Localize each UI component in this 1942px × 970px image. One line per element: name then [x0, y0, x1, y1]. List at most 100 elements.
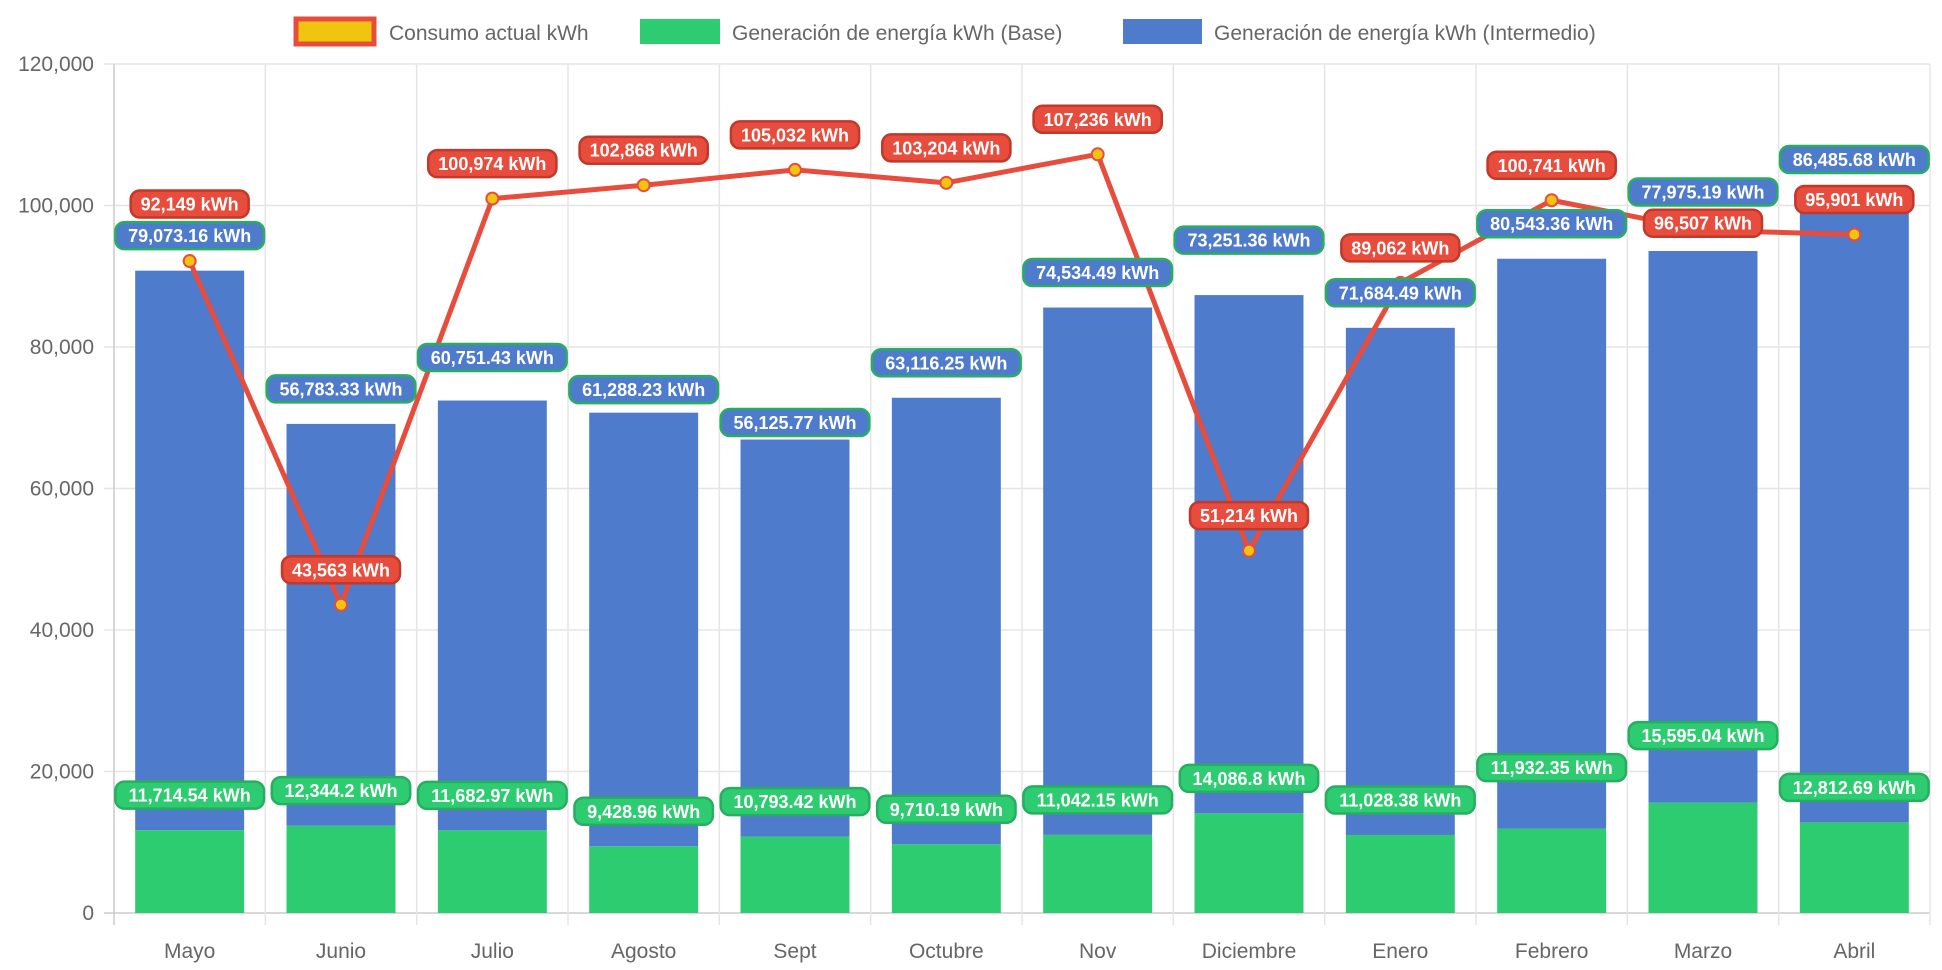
- legend-label-consumo: Consumo actual kWh: [389, 22, 589, 45]
- x-axis: Mayo Junio Julio Agosto Sept Octubre Nov Diciem…: [164, 940, 1875, 963]
- bar-intermedio: [1345, 327, 1455, 835]
- data-label-text: 51,214 kWh: [1200, 506, 1298, 526]
- data-label-box: [1486, 150, 1618, 181]
- data-label-base: 10,793.42 kWh: [719, 786, 871, 817]
- bar-intermedio: [437, 400, 547, 831]
- bar-base: [891, 844, 1001, 913]
- data-label-box: [1476, 208, 1628, 239]
- legend-item-base[interactable]: Generación de energía kWh (Base): [640, 19, 1062, 45]
- data-label-intermedio: 63,116.25 kWh: [870, 348, 1022, 378]
- data-label-text: 71,684.49 kWh: [1339, 283, 1462, 303]
- data-label-box: [1476, 752, 1628, 783]
- data-label-intermedio: 86,485.68 kWh: [1778, 144, 1930, 175]
- data-label-box: [1178, 763, 1320, 794]
- data-label-consumo: 105,032 kWh: [729, 120, 861, 150]
- bar-intermedio: [589, 412, 699, 847]
- line-point: [1544, 193, 1559, 208]
- data-label-box: [426, 148, 558, 179]
- data-label-intermedio: 56,783.33 kWh: [265, 374, 417, 404]
- legend-item-consumo[interactable]: Consumo actual kWh: [293, 16, 589, 47]
- data-label-text: 63,116.25 kWh: [885, 353, 1007, 373]
- data-label-consumo: 95,901 kWh: [1794, 184, 1915, 215]
- data-label-consumo: 92,149 kWh: [129, 189, 250, 219]
- data-label-base: 11,682.97 kWh: [416, 780, 568, 811]
- y-tick-label: 20,000: [30, 761, 94, 784]
- x-tick-label: Enero: [1372, 940, 1428, 963]
- bar-base: [437, 830, 547, 913]
- data-label-consumo: 89,062 kWh: [1340, 233, 1461, 263]
- data-label-box: [1022, 257, 1174, 288]
- data-label-base: 11,932.35 kWh: [1476, 752, 1628, 783]
- bar-base: [740, 836, 850, 913]
- legend-swatch-intermedio: [1123, 19, 1202, 44]
- x-tick-label: Nov: [1079, 940, 1117, 963]
- legend-swatch-consumo: [293, 16, 377, 47]
- data-label-consumo: 100,974 kWh: [426, 148, 558, 179]
- x-tick-label: Junio: [316, 940, 366, 963]
- y-tick-label: 120,000: [18, 53, 94, 76]
- data-label-text: 103,204 kWh: [892, 138, 1000, 158]
- data-label-intermedio: 77,975.19 kWh: [1627, 177, 1779, 207]
- data-label-text: 15,595.04 kWh: [1641, 726, 1764, 746]
- data-label-box: [1188, 500, 1310, 531]
- data-label-base: 9,710.19 kWh: [875, 794, 1017, 825]
- data-label-base: 12,344.2 kWh: [270, 775, 412, 806]
- y-tick-label: 80,000: [30, 336, 94, 359]
- data-label-base: 9,428.96 kWh: [573, 796, 715, 827]
- data-label-box: [1022, 785, 1174, 815]
- legend-item-intermedio[interactable]: Generación de energía kWh (Intermedio): [1123, 19, 1596, 45]
- data-label-box: [1627, 177, 1779, 207]
- x-tick-label: Agosto: [611, 940, 676, 963]
- data-label-text: 60,751.43 kWh: [431, 348, 554, 368]
- data-label-text: 73,251.36 kWh: [1187, 231, 1310, 251]
- data-label-text: 56,783.33 kWh: [279, 379, 402, 399]
- data-label-intermedio: 73,251.36 kWh: [1173, 225, 1325, 255]
- bar-intermedio: [891, 397, 1001, 845]
- y-tick-label: 0: [82, 902, 94, 925]
- data-label-text: 95,901 kWh: [1805, 190, 1903, 210]
- y-tick-label: 60,000: [30, 478, 94, 501]
- x-tick-label: Marzo: [1674, 940, 1732, 963]
- data-label-text: 102,868 kWh: [590, 141, 698, 161]
- bar-base: [1345, 834, 1455, 913]
- data-label-consumo: 103,204 kWh: [880, 133, 1012, 163]
- x-tick-label: Febrero: [1515, 940, 1589, 963]
- data-label-box: [870, 348, 1022, 378]
- data-label-box: [1173, 225, 1325, 255]
- data-label-box: [719, 786, 871, 817]
- data-label-text: 11,682.97 kWh: [431, 786, 553, 806]
- data-label-box: [568, 374, 720, 405]
- data-label-box: [1778, 772, 1930, 803]
- line-point: [182, 254, 197, 269]
- data-label-base: 12,812.69 kWh: [1778, 772, 1930, 803]
- data-label-text: 9,710.19 kWh: [890, 800, 1003, 820]
- grid: [104, 63, 1931, 925]
- data-label-consumo: 102,868 kWh: [578, 135, 710, 165]
- data-label-box: [416, 342, 568, 373]
- data-label-text: 77,975.19 kWh: [1641, 182, 1764, 202]
- data-label-box: [573, 796, 715, 827]
- data-label-text: 12,812.69 kWh: [1793, 778, 1916, 798]
- data-label-consumo: 107,236 kWh: [1032, 104, 1164, 135]
- legend-label-base: Generación de energía kWh (Base): [732, 22, 1062, 45]
- line-point: [1242, 543, 1256, 558]
- data-label-box: [270, 775, 412, 806]
- bar-intermedio: [135, 270, 245, 831]
- bar-intermedio: [286, 423, 396, 826]
- data-label-text: 11,714.54 kWh: [129, 786, 251, 806]
- data-label-text: 79,073.16 kWh: [128, 226, 251, 246]
- data-label-box: [1627, 720, 1779, 751]
- data-label-base: 11,714.54 kWh: [114, 780, 266, 810]
- data-label-box: [129, 189, 250, 219]
- data-label-box: [1032, 104, 1164, 135]
- line-point: [939, 175, 954, 190]
- x-tick-label: Julio: [471, 940, 514, 963]
- data-label-text: 96,507 kWh: [1654, 214, 1752, 234]
- line-point: [1090, 147, 1105, 162]
- data-label-text: 11,028.38 kWh: [1339, 790, 1461, 810]
- x-tick-label: Diciembre: [1202, 940, 1297, 963]
- bar-base: [1648, 802, 1758, 913]
- bar-base: [135, 830, 245, 913]
- data-label-consumo: 51,214 kWh: [1188, 500, 1310, 531]
